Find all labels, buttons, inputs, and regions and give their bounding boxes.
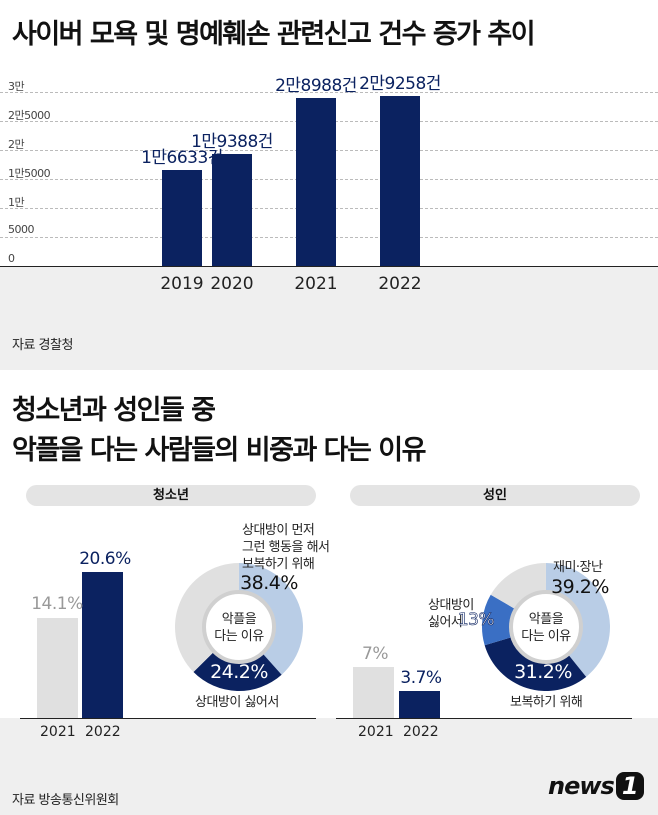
- x-tick-label: 2019: [160, 274, 204, 294]
- year-adult-2022: 2022: [403, 724, 439, 740]
- donut-slice: [481, 594, 519, 646]
- data-label: 1만9388건: [191, 131, 273, 152]
- y-tick-label: 1만5000: [8, 167, 51, 180]
- bottom-band: [0, 718, 658, 815]
- year-youth-2021: 2021: [40, 724, 76, 740]
- donut-slice: [484, 636, 587, 692]
- gridline: [0, 92, 658, 93]
- bar-2019: [162, 169, 202, 266]
- bar-2022: [380, 96, 420, 266]
- bar-2021: [296, 97, 336, 266]
- y-tick-label: 0: [8, 252, 15, 265]
- adult-slice2-label: 보복하기 위해: [510, 695, 583, 710]
- data-label: 2만8988건: [275, 75, 357, 96]
- y-tick-label: 2만: [8, 138, 25, 151]
- bar-youth-2021: [37, 618, 78, 718]
- x-tick-label: 2021: [294, 274, 338, 294]
- data-label: 2만9258건: [359, 74, 441, 95]
- x-axis-line: [0, 266, 658, 267]
- label-adult-2022: 3.7%: [400, 668, 442, 688]
- adult-slice1-label: 재미·장난: [553, 560, 603, 575]
- news1-logo: news 1: [548, 772, 644, 800]
- bar-adult-2021: [353, 667, 394, 718]
- donut-slice-rest: [490, 563, 546, 611]
- y-tick-label: 3만: [8, 80, 25, 93]
- section-title-line1: 청소년과 성인들 중: [12, 395, 216, 426]
- adult-slice2-pct: 31.2%: [514, 661, 572, 683]
- donut-center: [202, 590, 276, 664]
- x-axis-band: [0, 266, 658, 370]
- source-police: 자료 경찰청: [12, 338, 73, 353]
- youth-slice1-pct: 38.4%: [240, 572, 298, 594]
- baseline-youth: [20, 718, 316, 719]
- adult-center-label: 악플을 다는 이유: [521, 612, 571, 644]
- adult-slice1-pct: 39.2%: [551, 576, 609, 598]
- x-tick-label: 2020: [210, 274, 254, 294]
- y-tick-label: 2만5000: [8, 109, 51, 122]
- youth-slice2-pct: 24.2%: [210, 661, 268, 683]
- y-tick-label: 1만: [8, 196, 25, 209]
- year-youth-2022: 2022: [85, 724, 121, 740]
- adult-slice3-label: 상대방이 싫어서: [428, 598, 474, 630]
- year-adult-2021: 2021: [358, 724, 394, 740]
- youth-slice1-label: 상대방이 먼저 그런 행동을 해서 보복하기 위해: [242, 523, 330, 572]
- panel-youth-header: 청소년: [26, 485, 316, 506]
- bar-adult-2022: [399, 691, 440, 718]
- chart-title: 사이버 모욕 및 명예훼손 관련신고 건수 증가 추이: [12, 19, 536, 50]
- label-adult-2021: 7%: [362, 644, 388, 664]
- x-tick-label: 2022: [378, 274, 422, 294]
- y-tick-label: 5000: [8, 223, 35, 236]
- source-kcc: 자료 방송통신위원회: [12, 793, 119, 808]
- baseline-adult: [336, 718, 632, 719]
- bar-2020: [212, 153, 252, 266]
- adult-slice3-pct: 13%: [457, 610, 495, 631]
- label-youth-2021: 14.1%: [31, 594, 83, 614]
- donut-slice: [193, 649, 282, 691]
- bar-youth-2022: [82, 572, 123, 718]
- panel-adult-header: 성인: [350, 485, 640, 506]
- youth-slice2-label: 상대방이 싫어서: [195, 695, 279, 710]
- label-youth-2022: 20.6%: [79, 549, 131, 569]
- data-label: 1만6633건: [141, 147, 223, 168]
- section-title-line2: 악플을 다는 사람들의 비중과 다는 이유: [12, 435, 426, 466]
- donut-center: [509, 590, 583, 664]
- youth-center-label: 악플을 다는 이유: [214, 612, 264, 644]
